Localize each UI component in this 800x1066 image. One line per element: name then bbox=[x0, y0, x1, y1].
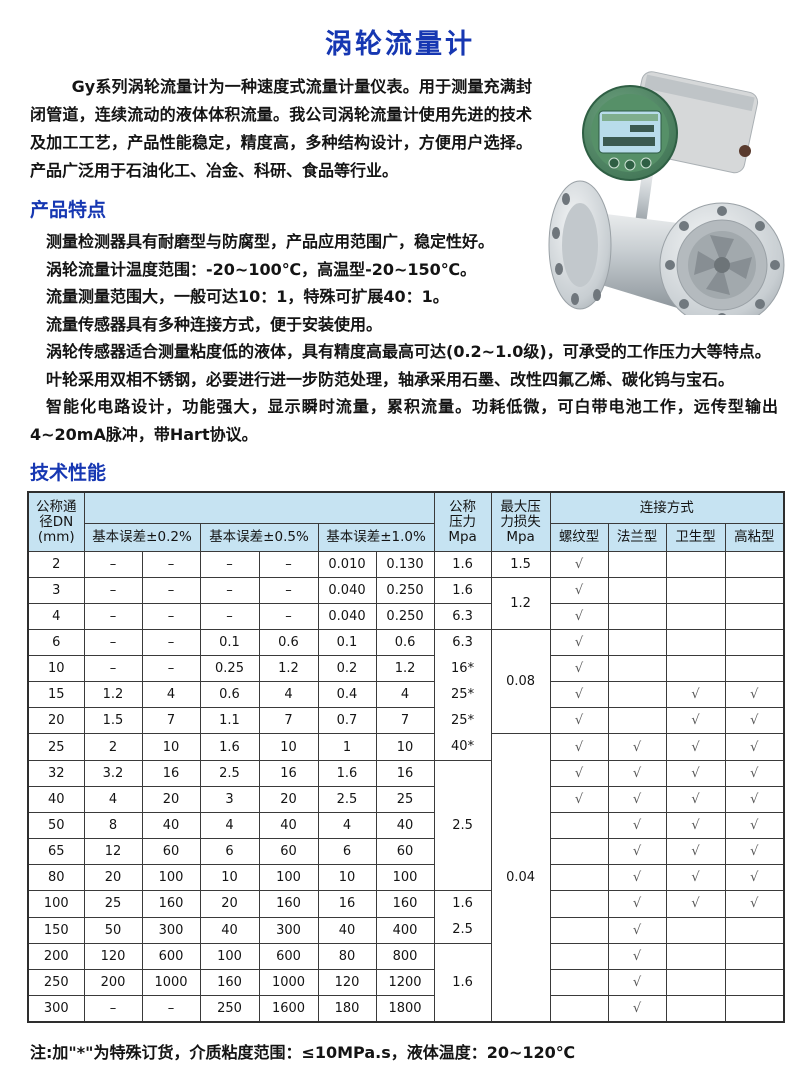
dn-cell: 32 bbox=[27, 760, 85, 787]
table-row: 32 3.2 16 2.5 16 1.6 16 2.5 √ √ √ √ bbox=[27, 760, 785, 891]
loss-cell: 1.5 bbox=[490, 551, 551, 578]
pressure-cell: 1.6 bbox=[433, 577, 492, 604]
dn-cell: 65 bbox=[27, 838, 85, 865]
table-row: 3 – – – – 0.040 0.250 1.6 1.2 √ bbox=[27, 577, 785, 630]
dn-cell: 3 bbox=[27, 577, 85, 604]
dn-cell: 300 bbox=[27, 995, 85, 1023]
table-row: 200 120 600 100 600 80 800 1.6 √ bbox=[27, 943, 785, 1023]
flow-meter-illustration bbox=[548, 71, 785, 328]
table-row: 50 8 40 4 40 4 40 √ √ √ bbox=[27, 812, 785, 839]
header-conn-sanitary: 卫生型 bbox=[665, 523, 726, 552]
table-row: 65 12 60 6 60 6 60 √ √ √ bbox=[27, 838, 785, 865]
header-conn-viscous: 高粘型 bbox=[724, 523, 785, 552]
dn-cell: 100 bbox=[27, 890, 85, 918]
specs-table: 公称通 径DN (mm) 公称 压力 Mpa 最大压 力损失 Mpa 连接方式 … bbox=[27, 491, 786, 1023]
table-row: 250 200 1000 160 1000 120 1200 √ bbox=[27, 969, 785, 996]
dn-cell: 150 bbox=[27, 916, 85, 944]
footnote: 注:加"*"为特殊订货，介质粘度范围：≤10MPa.s，液体温度：20~120℃ bbox=[30, 1043, 576, 1062]
table-row: 15 1.2 4 0.6 4 0.4 4 √ √ √ bbox=[27, 681, 785, 708]
table-row: 20 1.5 7 1.1 7 0.7 7 √ √ √ bbox=[27, 707, 785, 734]
header-pressure: 公称 压力 Mpa bbox=[433, 491, 492, 552]
feature-item: 叶轮采用双相不锈钢，必要进行进一步防范处理，轴承采用石墨、改性四氟乙烯、碳化钨与… bbox=[46, 369, 735, 389]
table-row: 25 2 10 1.6 10 1 10 0.04 √ √ √ √ bbox=[27, 733, 785, 1023]
table-row: 100 25 160 20 160 16 160 1.6 2.5 √ √ √ bbox=[27, 890, 785, 944]
table-row: 6 – – 0.1 0.6 0.1 0.6 6.3 16* 25* 25* 40* 0… bbox=[27, 629, 785, 761]
table-row: 2 – – – – 0.010 0.130 1.6 1.5 √ bbox=[27, 551, 785, 578]
header-conn-flange: 法兰型 bbox=[607, 523, 667, 552]
page-title: 涡轮流量计 bbox=[325, 29, 475, 60]
pressure-cell: 2.5 bbox=[433, 760, 492, 891]
header-err05: 基本误差±0.5% bbox=[199, 523, 319, 552]
intro-paragraph: Gy系列涡轮流量计为一种速度式流量计量仪表。用于测量充满封闭管道，连续流动的液体… bbox=[30, 77, 532, 180]
cable-gland bbox=[739, 145, 751, 157]
feature-item: 测量检测器具有耐磨型与防腐型，产品应用范围广，稳定性好。 bbox=[46, 232, 495, 251]
dn-cell: 40 bbox=[27, 786, 85, 813]
loss-cell: 1.2 bbox=[490, 577, 551, 630]
header-loss: 最大压 力损失 Mpa bbox=[490, 491, 551, 552]
dn-cell: 2 bbox=[27, 551, 85, 578]
table-row: 10 – – 0.25 1.2 0.2 1.2 √ bbox=[27, 655, 785, 682]
header-err10: 基本误差±1.0% bbox=[317, 523, 435, 552]
pressure-cell-group: 6.3 16* 25* 25* 40* bbox=[433, 629, 492, 761]
pressure-cell: 1.6 bbox=[433, 551, 492, 578]
dn-cell: 80 bbox=[27, 864, 85, 891]
table-row: 150 50 300 40 300 40 400 √ bbox=[27, 916, 785, 944]
pressure-cell: 1.6 bbox=[433, 943, 492, 1023]
header-err02: 基本误差±0.2% bbox=[83, 523, 201, 552]
header-dn: 公称通 径DN (mm) bbox=[27, 491, 85, 552]
dn-cell: 200 bbox=[27, 943, 85, 970]
specs-heading: 技术性能 bbox=[30, 462, 107, 484]
dn-cell: 10 bbox=[27, 655, 85, 682]
header-conn-thread: 螺纹型 bbox=[549, 523, 609, 552]
loss-cell: 0.04 bbox=[490, 733, 551, 1023]
dn-cell: 4 bbox=[27, 603, 85, 630]
dn-cell: 25 bbox=[27, 733, 85, 761]
feature-item: 流量传感器具有多种连接方式，便于安装使用。 bbox=[46, 314, 383, 334]
pressure-cell-group: 1.6 2.5 bbox=[433, 890, 492, 944]
feature-item: 涡轮传感器适合测量粘度低的液体，具有精度高最高可达(0.2~1.0级)，可承受的… bbox=[46, 342, 771, 361]
table-row: 300 – – 250 1600 180 1800 √ bbox=[27, 995, 785, 1023]
table-row: 4 – – – – 0.040 0.250 6.3 √ bbox=[27, 603, 785, 630]
features-heading: 产品特点 bbox=[30, 199, 107, 221]
header-error-span bbox=[83, 491, 435, 524]
feature-item: 智能化电路设计，功能强大，显示瞬时流量，累积流量。功耗低微，可白带电池工作，远传… bbox=[30, 397, 778, 444]
table-row: 80 20 100 10 100 10 100 √ √ √ bbox=[27, 864, 785, 891]
dn-cell: 50 bbox=[27, 812, 85, 839]
feature-item: 流量测量范围大，一般可达10：1，特殊可扩展40：1。 bbox=[46, 287, 449, 306]
content: Gy系列涡轮流量计为一种速度式流量计量仪表。用于测量充满封闭管道，连续流动的液体… bbox=[30, 71, 785, 485]
pressure-cell: 6.3 bbox=[433, 603, 492, 630]
header-connection: 连接方式 bbox=[549, 491, 785, 524]
turbine-rotor bbox=[694, 235, 752, 295]
feature-item: 涡轮流量计温度范围：-20~100℃，高温型-20~150℃。 bbox=[46, 259, 477, 279]
dn-cell: 15 bbox=[27, 681, 85, 708]
dn-cell: 6 bbox=[27, 629, 85, 656]
dn-cell: 20 bbox=[27, 707, 85, 734]
loss-cell: 0.08 bbox=[490, 629, 551, 734]
table-row: 40 4 20 3 20 2.5 25 √ √ √ √ bbox=[27, 786, 785, 813]
product-photo bbox=[542, 63, 800, 328]
dn-cell: 250 bbox=[27, 969, 85, 996]
